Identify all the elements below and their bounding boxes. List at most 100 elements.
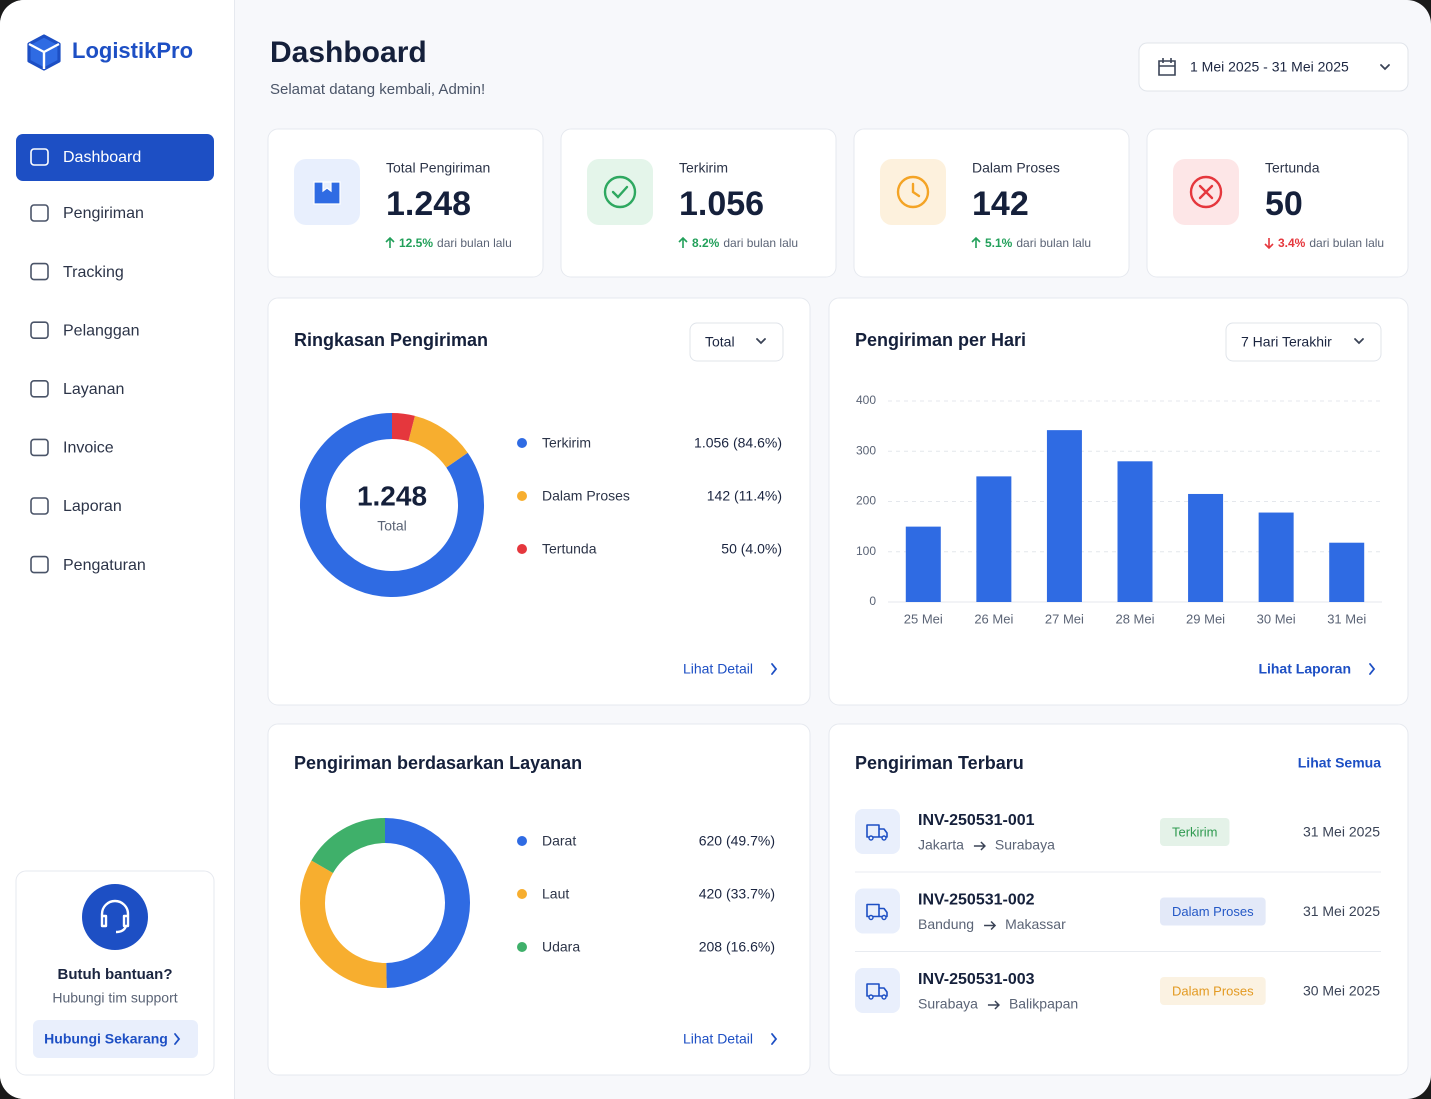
stat-change: 12.5% xyxy=(399,236,433,250)
stat-note: dari bulan lalu xyxy=(723,236,798,250)
nav-label: Pelanggan xyxy=(63,322,140,339)
legend-value: 50 (4.0%) xyxy=(721,541,782,557)
nav-label: Invoice xyxy=(63,440,114,457)
stat-note: dari bulan lalu xyxy=(437,236,512,250)
legend-dot xyxy=(517,889,527,899)
donut-segment xyxy=(311,818,386,874)
donut-center-label: Total xyxy=(377,518,407,534)
sidebar xyxy=(0,0,234,1099)
box-icon xyxy=(313,181,341,205)
route-to: Surabaya xyxy=(995,837,1055,853)
shipment-id: INV-250531-002 xyxy=(918,892,1035,909)
stat-change: 3.4% xyxy=(1278,236,1306,250)
stat-label: Dalam Proses xyxy=(972,160,1060,176)
donut-segment xyxy=(300,860,387,988)
nav-label: Laporan xyxy=(63,498,122,515)
legend-dot xyxy=(517,438,527,448)
y-tick-label: 300 xyxy=(856,443,876,457)
route-from: Bandung xyxy=(918,916,974,932)
x-tick-label: 31 Mei xyxy=(1327,611,1366,626)
legend-label: Udara xyxy=(542,939,580,955)
bar xyxy=(976,476,1012,602)
donut-segment xyxy=(384,818,470,988)
legend-value: 142 (11.4%) xyxy=(707,488,782,504)
stat-change: 5.1% xyxy=(985,236,1013,250)
headset-icon xyxy=(100,899,130,934)
help-title: Butuh bantuan? xyxy=(58,966,173,983)
stat-value: 1.248 xyxy=(386,185,471,223)
route-arrow xyxy=(987,1000,1000,1010)
truck-wheel xyxy=(881,914,887,921)
stat-value: 1.056 xyxy=(679,185,764,223)
legend-dot xyxy=(517,942,527,952)
nav-icon xyxy=(30,555,49,574)
stat-icon-glyph xyxy=(911,182,921,198)
stat-icon-ring xyxy=(603,175,637,209)
calendar-icon xyxy=(1158,58,1176,76)
route-from: Surabaya xyxy=(918,996,978,1012)
nav-label: Tracking xyxy=(63,264,124,281)
nav-icon xyxy=(30,262,49,281)
nav-label: Pengiriman xyxy=(63,205,144,222)
stat-label: Total Pengiriman xyxy=(386,160,490,176)
link[interactable]: Lihat Semua xyxy=(1298,755,1381,771)
trend-arrow xyxy=(385,236,395,248)
donut-segment xyxy=(407,415,468,468)
stat-icon-ring xyxy=(1189,175,1223,209)
trend-arrow xyxy=(1264,238,1274,250)
nav-item-active[interactable] xyxy=(16,134,214,181)
date-picker[interactable] xyxy=(1138,42,1409,92)
dropdown-label: 7 Hari Terakhir xyxy=(1241,334,1332,350)
link[interactable]: Lihat Detail xyxy=(683,661,753,677)
x-tick-label: 29 Mei xyxy=(1186,611,1225,626)
y-tick-label: 100 xyxy=(856,544,876,558)
y-tick-label: 400 xyxy=(856,393,876,407)
dropdown[interactable] xyxy=(1225,322,1382,362)
nav-icon xyxy=(30,438,49,457)
chevron-right-icon xyxy=(1369,663,1376,675)
link[interactable]: Lihat Laporan xyxy=(1258,661,1351,677)
status-badge xyxy=(1160,818,1230,846)
help-text: Hubungi tim support xyxy=(52,990,177,1006)
link[interactable]: Lihat Detail xyxy=(683,1031,753,1047)
trend-arrow xyxy=(678,236,688,248)
status-badge-label: Dalam Proses xyxy=(1172,983,1254,998)
help-button[interactable] xyxy=(33,1020,198,1058)
y-tick-label: 200 xyxy=(856,494,876,508)
legend-value: 208 (16.6%) xyxy=(699,939,775,955)
dropdown[interactable] xyxy=(689,322,784,362)
logo-icon xyxy=(27,34,61,71)
truck-wheel xyxy=(881,835,887,841)
bar xyxy=(1046,430,1082,602)
stat-value: 50 xyxy=(1265,185,1303,223)
truck-icon xyxy=(866,983,888,997)
status-badge-label: Dalam Proses xyxy=(1172,904,1254,919)
route-arrow xyxy=(973,841,986,851)
route-to: Makassar xyxy=(1005,916,1066,932)
bar xyxy=(1329,542,1365,602)
x-tick-label: 28 Mei xyxy=(1115,611,1154,626)
legend-value: 620 (49.7%) xyxy=(699,833,775,849)
chevron-icon xyxy=(756,338,766,345)
nav-icon xyxy=(30,379,49,398)
chart-title: Ringkasan Pengiriman xyxy=(294,330,488,350)
bar xyxy=(1188,493,1224,602)
truck-wheel xyxy=(881,994,887,1000)
status-badge xyxy=(1160,977,1266,1005)
nav-label: Dashboard xyxy=(63,149,141,166)
stat-icon-glyph xyxy=(1198,184,1214,200)
date-range: 1 Mei 2025 - 31 Mei 2025 xyxy=(1190,59,1349,75)
stat-label: Terkirim xyxy=(679,160,728,176)
chevron-right-icon xyxy=(771,663,778,675)
legend-label: Tertunda xyxy=(542,541,597,557)
donut-segment xyxy=(300,413,484,597)
chart-title: Pengiriman berdasarkan Layanan xyxy=(294,753,582,773)
help-icon-bg xyxy=(82,884,148,950)
nav-icon xyxy=(30,497,49,515)
x-tick-label: 26 Mei xyxy=(974,611,1013,626)
card xyxy=(267,723,811,1076)
nav-label: Layanan xyxy=(63,381,124,398)
truck-icon xyxy=(866,903,888,918)
nav-icon xyxy=(30,321,49,340)
stat-note: dari bulan lalu xyxy=(1016,236,1091,250)
